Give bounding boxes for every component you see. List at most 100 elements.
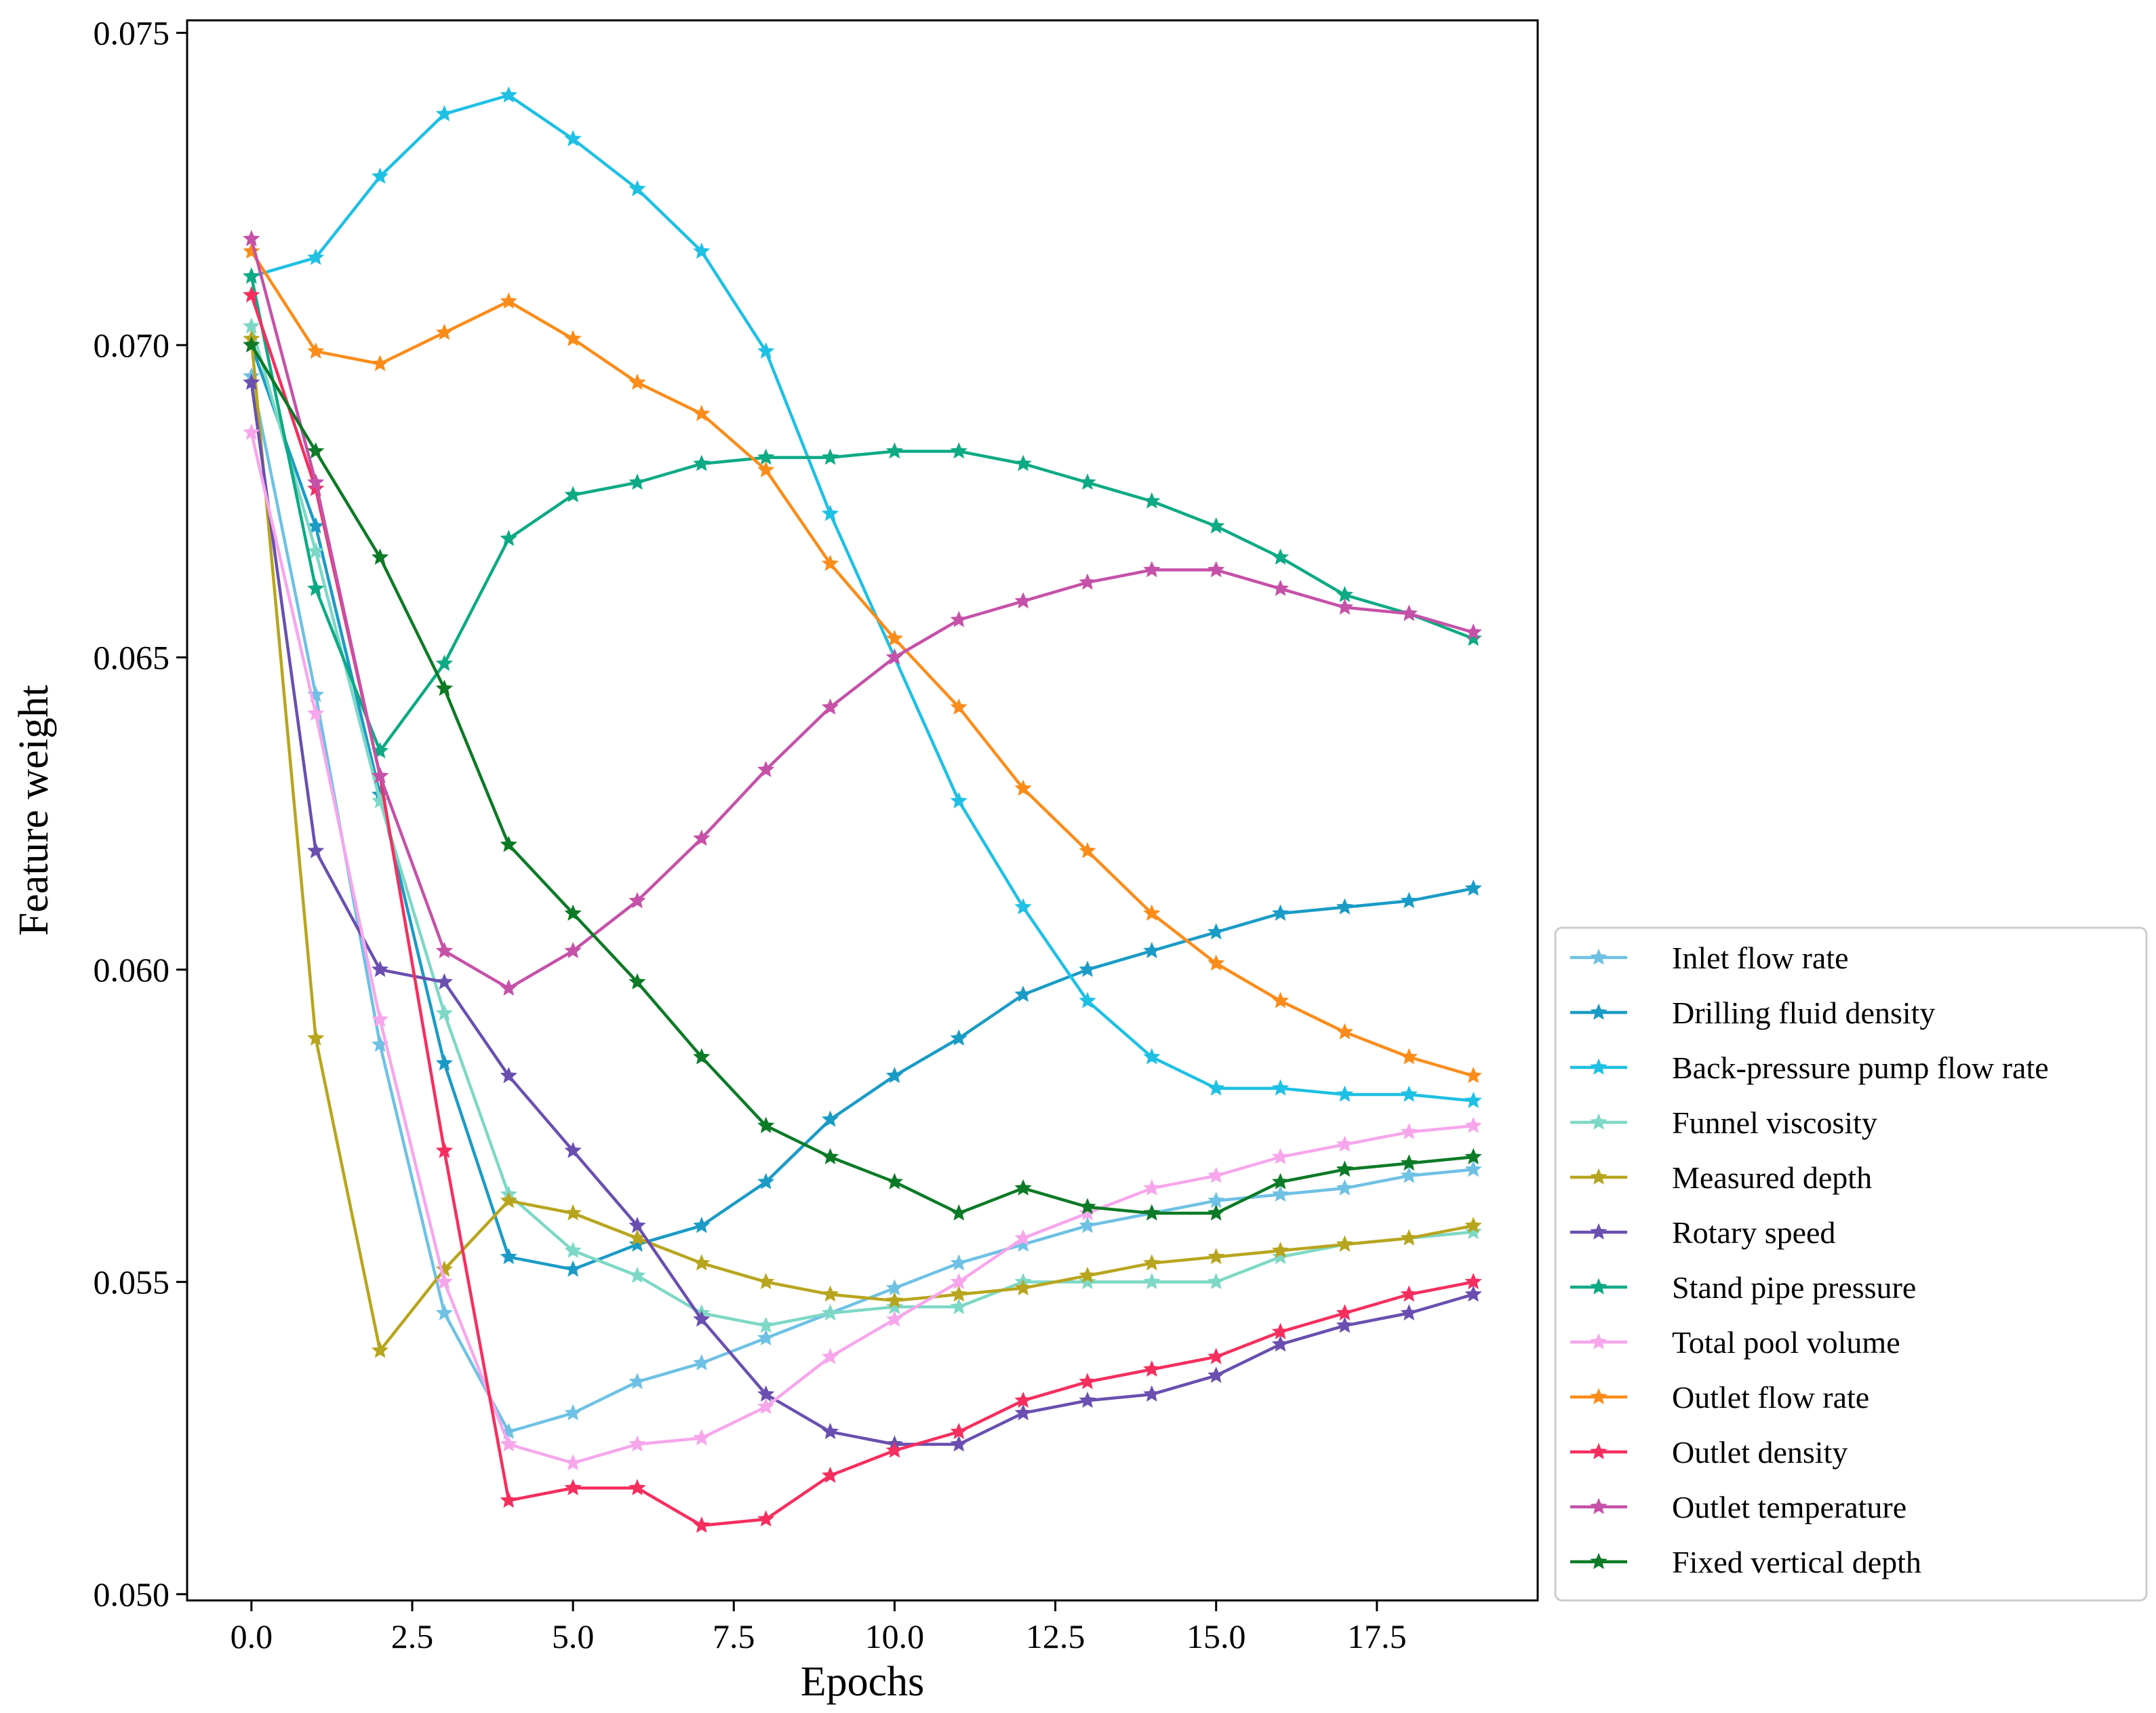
data-point: [950, 1435, 967, 1452]
data-point: [1143, 1254, 1161, 1271]
legend-label: Funnel viscosity: [1672, 1105, 1877, 1140]
data-point: [1014, 985, 1032, 1002]
data-point: [500, 1435, 517, 1452]
data-point: [1079, 1266, 1096, 1283]
y-tick-label: 0.070: [94, 326, 170, 364]
x-tick-label: 15.0: [1186, 1617, 1246, 1655]
data-point: [950, 698, 967, 715]
series-line: [249, 432, 1474, 1465]
data-point: [821, 448, 839, 465]
legend-label: Rotary speed: [1672, 1215, 1835, 1250]
data-point: [500, 1192, 517, 1208]
data-point: [1464, 1116, 1482, 1133]
legend-item: Rotary speed: [1570, 1215, 1835, 1250]
legend-swatch-marker: [1590, 1058, 1608, 1075]
data-point: [1400, 1285, 1418, 1302]
data-point: [1143, 941, 1161, 958]
data-point: [1336, 1235, 1354, 1252]
data-point: [1079, 1391, 1096, 1409]
data-point: [1014, 779, 1032, 796]
data-point: [757, 760, 775, 777]
series-line: [249, 376, 1474, 1434]
data-point: [1207, 1248, 1225, 1265]
data-point: [307, 704, 325, 722]
data-point: [693, 1048, 711, 1065]
y-axis-title: Feature weight: [11, 685, 57, 936]
data-point: [500, 979, 517, 996]
data-point: [243, 336, 260, 353]
data-point: [1014, 1404, 1032, 1421]
data-point: [1400, 1304, 1418, 1321]
data-point: [757, 342, 775, 359]
data-point: [950, 1423, 967, 1440]
data-point: [243, 423, 260, 440]
data-point: [1079, 1373, 1096, 1390]
data-point: [1079, 842, 1096, 859]
legend-swatch-marker: [1590, 1442, 1608, 1459]
data-point: [1079, 960, 1096, 977]
y-tick-label: 0.050: [94, 1575, 170, 1613]
data-point: [1336, 898, 1354, 915]
data-point: [1464, 1067, 1482, 1084]
data-point: [757, 460, 775, 477]
data-point: [628, 1217, 646, 1234]
series-measured-depth: [243, 330, 1482, 1358]
x-tick-label: 2.5: [391, 1617, 434, 1655]
data-point: [307, 442, 325, 459]
legend-item: Outlet density: [1570, 1435, 1848, 1470]
data-point: [371, 960, 389, 977]
series-line: [249, 238, 1474, 990]
x-tick-label: 10.0: [865, 1617, 925, 1655]
legend-swatch-marker: [1590, 1497, 1608, 1514]
data-point: [1014, 1279, 1032, 1296]
series-line: [249, 294, 1474, 1527]
x-axis: 0.0 2.5 5.0 7.5 10.0 12.5 15.0 17.5: [231, 1600, 1407, 1655]
data-point: [243, 286, 260, 302]
data-point: [1336, 1179, 1354, 1196]
x-tick-label: 5.0: [552, 1617, 595, 1655]
series-line: [249, 276, 1474, 753]
data-point: [1400, 1122, 1418, 1140]
series-line: [251, 94, 1474, 1103]
legend-label: Outlet flow rate: [1672, 1380, 1869, 1415]
legend-item: Outlet temperature: [1570, 1490, 1907, 1524]
data-point: [1207, 1079, 1225, 1096]
data-point: [307, 579, 325, 596]
data-point: [693, 404, 711, 421]
data-point: [1207, 1166, 1225, 1183]
legend-item: Back-pressure pump flow rate: [1570, 1050, 2049, 1085]
data-point: [628, 473, 646, 490]
data-point: [243, 267, 260, 284]
data-point: [1207, 923, 1225, 940]
y-tick-label: 0.060: [94, 951, 170, 989]
data-point: [1400, 1085, 1418, 1102]
y-tick-label: 0.075: [94, 14, 170, 52]
data-point: [1143, 1385, 1161, 1402]
data-point: [885, 1173, 904, 1189]
series-line: [249, 338, 1474, 1352]
data-point: [821, 1110, 839, 1127]
data-point: [821, 1285, 839, 1302]
legend-swatch-marker: [1590, 1223, 1608, 1240]
data-point: [693, 1254, 711, 1271]
legend-label: Back-pressure pump flow rate: [1672, 1050, 2049, 1085]
data-point: [435, 941, 454, 958]
legend: Inlet flow rate Drilling fluid density Bac…: [1554, 926, 2148, 1602]
series-outlet-flow-rate: [243, 242, 1482, 1084]
legend-swatch-marker: [1590, 1333, 1608, 1350]
data-point: [1271, 991, 1290, 1008]
data-point: [1271, 904, 1290, 921]
series-line: [249, 326, 1474, 1328]
data-point: [885, 1441, 904, 1458]
data-point: [1207, 561, 1225, 578]
data-point: [1079, 991, 1096, 1008]
data-point: [435, 104, 454, 121]
data-point: [564, 1204, 582, 1221]
data-point: [628, 1478, 646, 1495]
data-point: [1464, 1273, 1482, 1290]
data-point: [950, 1297, 967, 1314]
data-point: [950, 1285, 967, 1302]
legend-item: Measured depth: [1570, 1160, 1872, 1195]
x-tick-label: 17.5: [1347, 1617, 1407, 1655]
legend-label: Outlet temperature: [1672, 1490, 1907, 1524]
